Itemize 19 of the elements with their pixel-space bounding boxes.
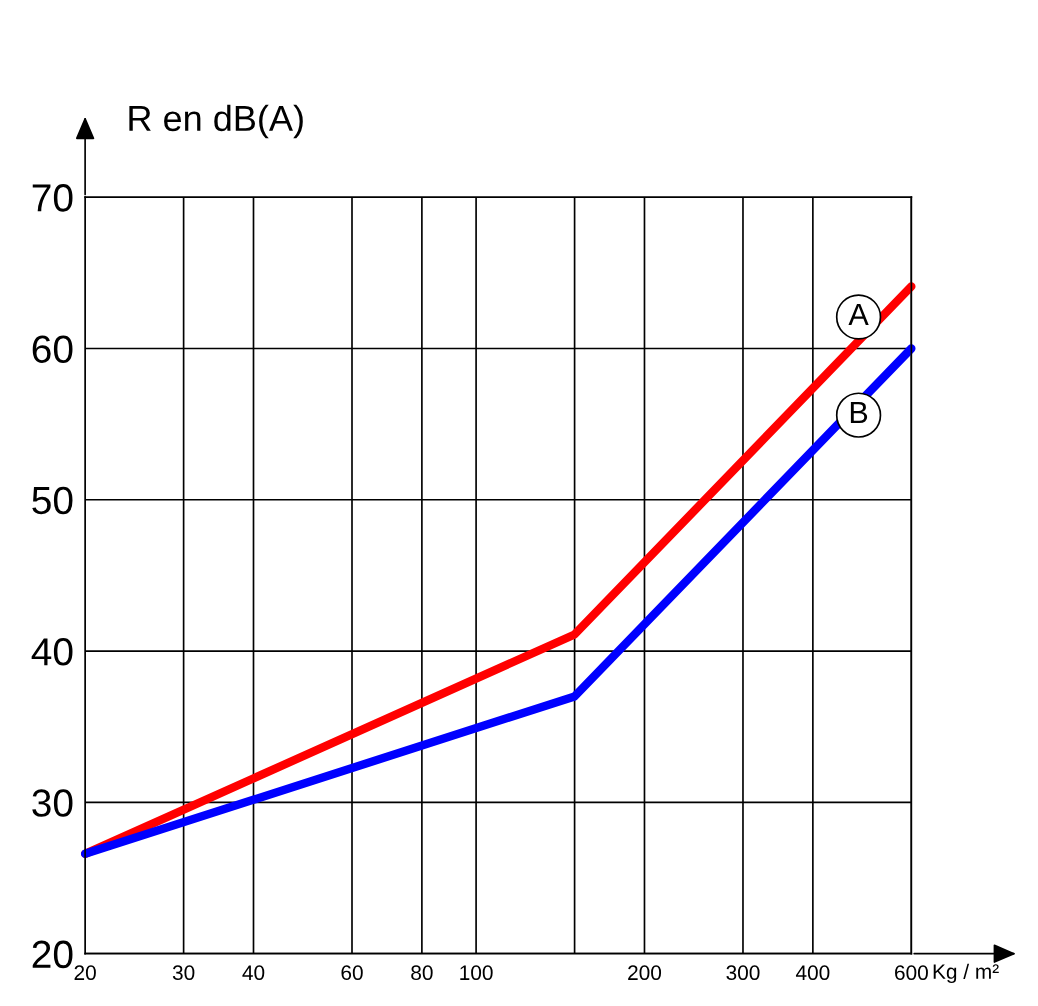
x-tick-label: 20	[74, 965, 96, 981]
series-label: B	[850, 402, 868, 424]
x-tick-label: 600	[895, 965, 928, 981]
x-axis-title: Kg / m²	[933, 963, 999, 984]
x-tick-label: 300	[726, 965, 760, 981]
series-label: A	[848, 303, 869, 325]
y-tick-label: 50	[32, 486, 73, 515]
y-tick-label: 40	[31, 638, 73, 666]
x-tick-label: 80	[411, 965, 433, 981]
x-tick-label: 200	[628, 965, 662, 981]
x-tick-label: 30	[172, 965, 195, 981]
y-tick-label: 60	[32, 335, 73, 363]
y-axis-title: R en dB(A)	[129, 104, 303, 139]
x-tick-label: 400	[795, 965, 830, 981]
x-tick-label: 40	[242, 965, 265, 981]
y-tick-label: 30	[32, 789, 73, 817]
x-tick-label: 100	[460, 965, 493, 981]
x-tick-label: 60	[341, 965, 363, 981]
y-tick-label: 70	[32, 184, 73, 212]
